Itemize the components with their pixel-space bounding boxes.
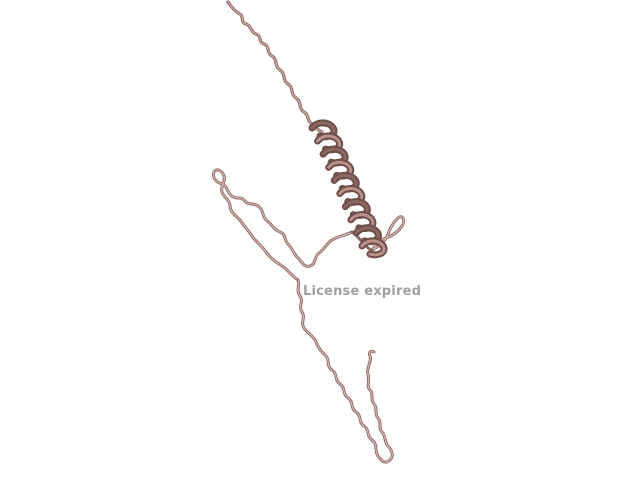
coil-lower-tail — [296, 278, 394, 464]
coil-left-loop — [212, 168, 354, 282]
license-watermark: License expired — [303, 284, 422, 299]
alpha-helix — [308, 119, 388, 259]
coil-upper-tail — [226, 0, 324, 134]
helix-turn-highlight — [360, 239, 386, 257]
